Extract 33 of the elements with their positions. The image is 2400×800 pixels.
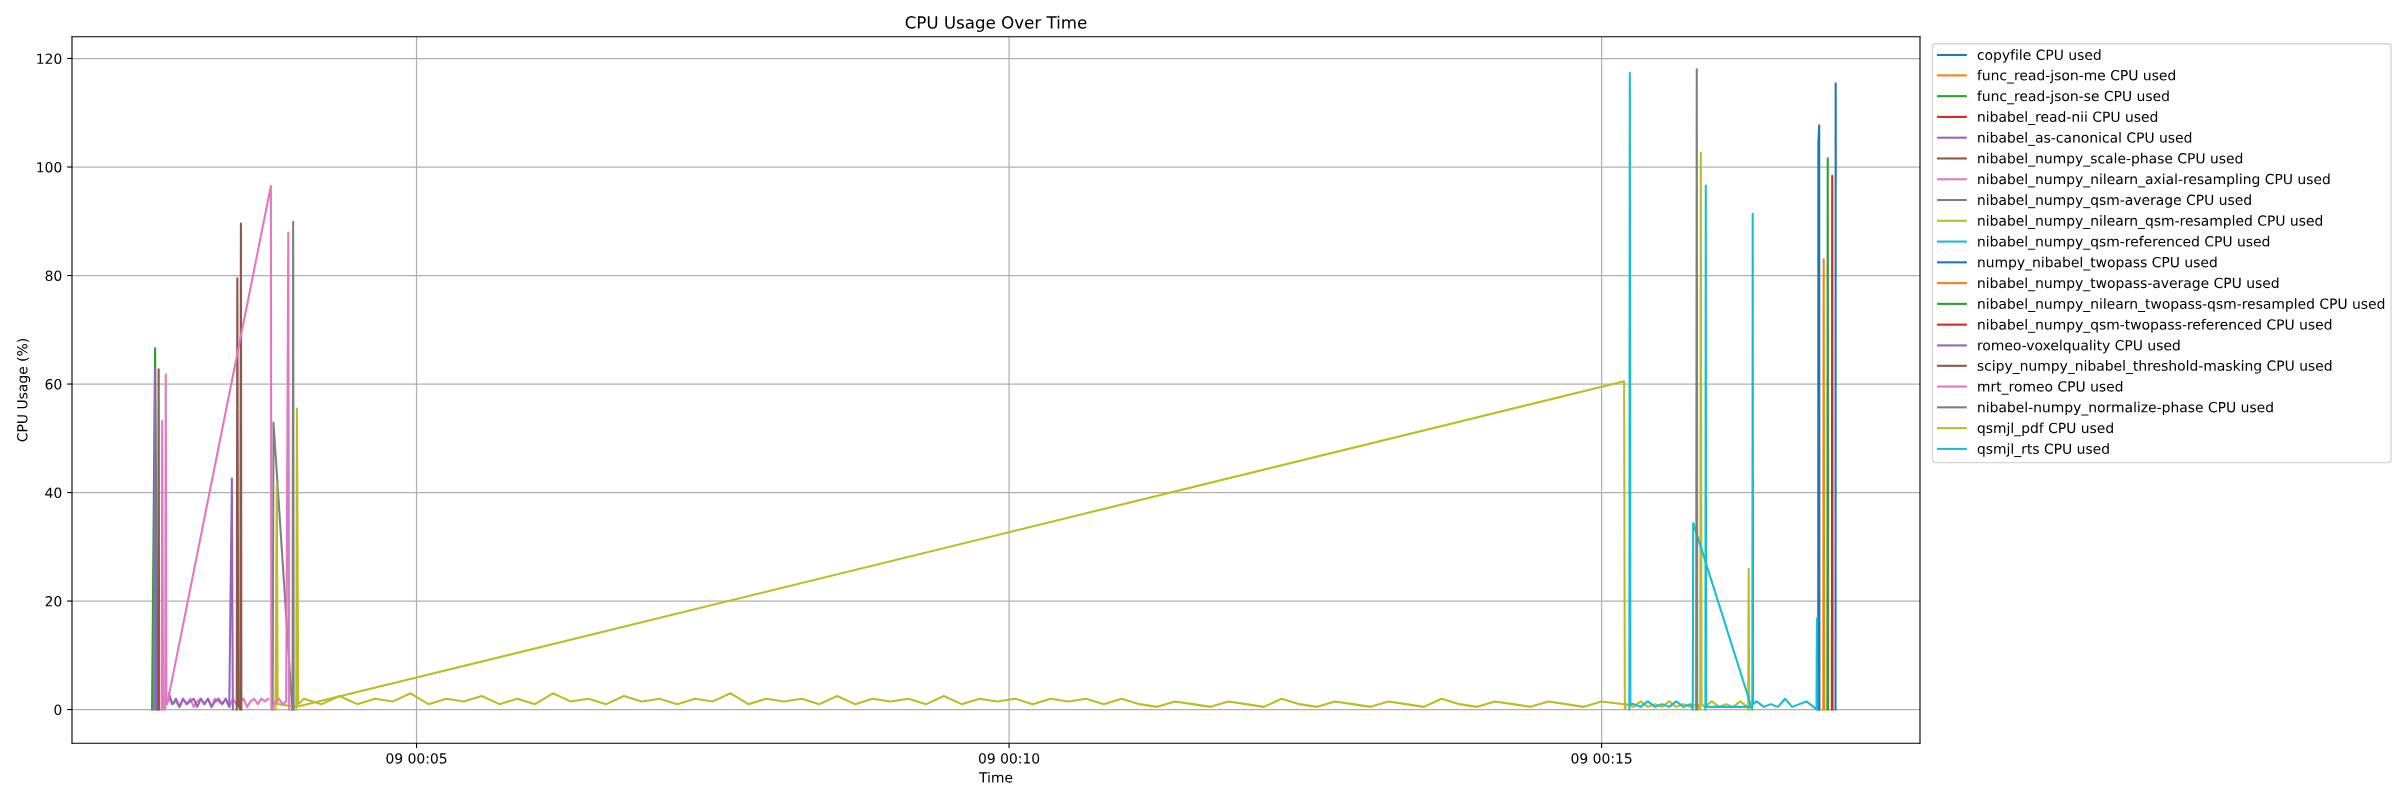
legend-label: func_read-json-se CPU used — [1977, 90, 2169, 105]
legend-label: nibabel_numpy_qsm-average CPU used — [1978, 194, 2251, 209]
legend-label: nibabel_numpy_qsm-twopass-referenced CPU used — [1978, 318, 2332, 333]
legend-label: nibabel_numpy_nilearn_axial-resampling CPU used — [1978, 173, 2330, 188]
legend-label: qsmjl_pdf CPU used — [1977, 422, 2113, 437]
legend-label: nibabel_read-nii CPU used — [1978, 111, 2158, 126]
y-tick-label: 100 — [37, 161, 62, 173]
chart-title: CPU Usage Over Time — [905, 15, 1087, 32]
legend-label: nibabel_numpy_qsm-referenced CPU used — [1978, 235, 2270, 250]
legend-label: nibabel_as-canonical CPU used — [1978, 132, 2192, 146]
legend-label: romeo-voxelquality CPU used — [1978, 339, 2180, 354]
legend-label: mrt_romeo CPU used — [1978, 380, 2123, 395]
x-tick-label: 09 00:10 — [978, 753, 1040, 764]
x-axis-title: Time — [978, 771, 1013, 783]
y-tick-label: 40 — [45, 487, 62, 499]
legend-label: nibabel-numpy_normalize-phase CPU used — [1978, 401, 2273, 416]
y-axis-title: CPU Usage (%) — [16, 339, 31, 442]
y-tick-label: 20 — [45, 596, 62, 607]
legend-label: qsmjl_rts CPU used — [1977, 443, 2109, 458]
legend-label: copyfile CPU used — [1977, 49, 2101, 63]
legend-label: scipy_numpy_nibabel_threshold-masking CPU used — [1977, 360, 2332, 374]
y-tick-label: 80 — [45, 270, 62, 281]
legend-label: nibabel_numpy_nilearn_qsm-resampled CPU used — [1978, 215, 2323, 229]
legend-label: func_read-json-me CPU used — [1977, 69, 2175, 84]
legend-label: nibabel_numpy_twopass-average CPU used — [1978, 277, 2279, 292]
x-tick-label: 09 00:05 — [386, 753, 447, 764]
legend-label: numpy_nibabel_twopass CPU used — [1978, 256, 2217, 271]
legend-label: nibabel_numpy_scale-phase CPU used — [1978, 152, 2243, 167]
y-tick-label: 60 — [45, 379, 62, 390]
y-tick-label: 0 — [54, 704, 62, 716]
y-tick-label: 120 — [37, 53, 62, 64]
legend-label: nibabel_numpy_nilearn_twopass-qsm-resampled CPU used — [1978, 298, 2385, 313]
x-tick-label: 09 00:15 — [1571, 753, 1632, 764]
